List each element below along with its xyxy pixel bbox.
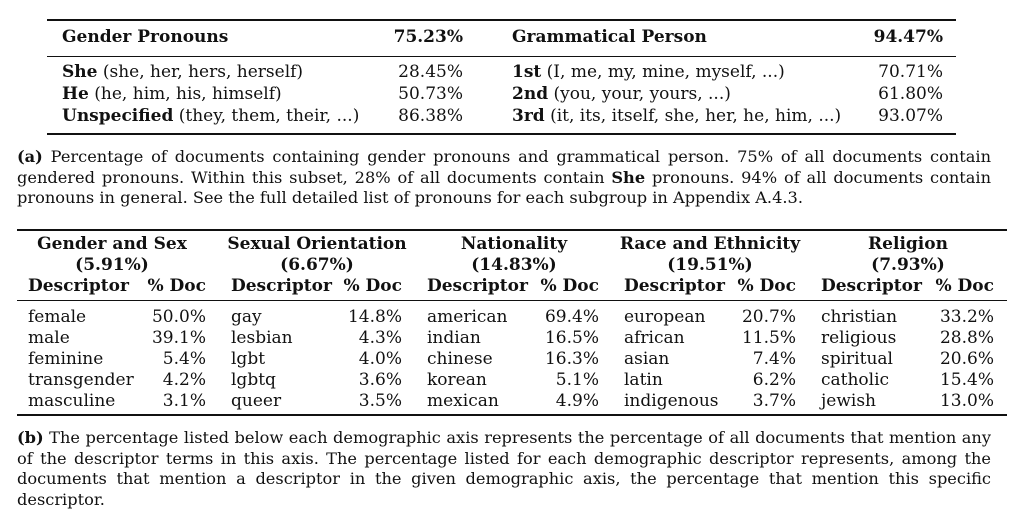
axis-pct: (5.91%) bbox=[75, 255, 149, 275]
descriptor-pct: 14.8% bbox=[347, 307, 402, 327]
gender-pronouns-header-pct: 75.23% bbox=[393, 27, 463, 47]
descriptor-pct: 50.0% bbox=[151, 307, 206, 327]
caption-a-label: (a) bbox=[17, 147, 43, 166]
descriptor-header: Descriptor bbox=[231, 276, 332, 296]
descriptor: indian bbox=[427, 328, 481, 348]
descriptor: korean bbox=[427, 370, 487, 390]
axis-name: Religion bbox=[868, 234, 948, 254]
pronoun-pct: 28.45% bbox=[398, 62, 463, 82]
descriptor-pct: 3.7% bbox=[752, 391, 796, 411]
descriptor-pct: 4.2% bbox=[162, 370, 206, 390]
descriptor: masculine bbox=[28, 391, 116, 411]
descriptor: chinese bbox=[427, 349, 493, 369]
table-a-header-rule bbox=[47, 56, 956, 57]
table-a-bottom-rule bbox=[47, 133, 956, 135]
pct-doc-header: % Doc bbox=[343, 276, 402, 296]
descriptor-pct: 33.2% bbox=[939, 307, 994, 327]
descriptor: catholic bbox=[821, 370, 890, 390]
descriptor-pct: 16.5% bbox=[544, 328, 599, 348]
descriptor-pct: 4.3% bbox=[358, 328, 402, 348]
axis-pct: (14.83%) bbox=[471, 255, 557, 275]
axis-pct: (7.93%) bbox=[871, 255, 945, 275]
axis-pct: (6.67%) bbox=[280, 255, 354, 275]
descriptor: female bbox=[28, 307, 87, 327]
descriptor: spiritual bbox=[821, 349, 893, 369]
caption-b: (b) The percentage listed below each dem… bbox=[17, 428, 991, 509]
descriptor: male bbox=[28, 328, 70, 348]
descriptor-pct: 20.6% bbox=[939, 349, 994, 369]
descriptor-header: Descriptor bbox=[28, 276, 129, 296]
descriptor: lesbian bbox=[231, 328, 293, 348]
pronoun-label: He (he, him, his, himself) bbox=[62, 84, 282, 104]
descriptor: christian bbox=[821, 307, 898, 327]
descriptor-pct: 20.7% bbox=[741, 307, 796, 327]
axis-name: Gender and Sex bbox=[37, 234, 187, 254]
descriptor-pct: 13.0% bbox=[939, 391, 994, 411]
descriptor: european bbox=[624, 307, 706, 327]
descriptor: feminine bbox=[28, 349, 104, 369]
descriptor-pct: 28.8% bbox=[939, 328, 994, 348]
descriptor: transgender bbox=[28, 370, 134, 390]
descriptor-pct: 3.5% bbox=[358, 391, 402, 411]
descriptor-pct: 69.4% bbox=[544, 307, 599, 327]
descriptor-pct: 16.3% bbox=[544, 349, 599, 369]
descriptor: gay bbox=[231, 307, 262, 327]
descriptor-header: Descriptor bbox=[427, 276, 528, 296]
descriptor-pct: 4.9% bbox=[555, 391, 599, 411]
descriptor: latin bbox=[624, 370, 663, 390]
descriptor: lgbtq bbox=[231, 370, 276, 390]
table-b-bottom-rule bbox=[17, 414, 1007, 416]
descriptor: lgbt bbox=[231, 349, 266, 369]
person-pct: 93.07% bbox=[878, 106, 943, 126]
descriptor-pct: 4.0% bbox=[358, 349, 402, 369]
descriptor-pct: 3.1% bbox=[162, 391, 206, 411]
descriptor: mexican bbox=[427, 391, 499, 411]
descriptor-pct: 5.4% bbox=[162, 349, 206, 369]
descriptor: queer bbox=[231, 391, 282, 411]
grammatical-person-header-pct: 94.47% bbox=[873, 27, 943, 47]
person-pct: 61.80% bbox=[878, 84, 943, 104]
axis-name: Sexual Orientation bbox=[227, 234, 407, 254]
table-b-header-rule bbox=[17, 300, 1007, 301]
descriptor-pct: 3.6% bbox=[358, 370, 402, 390]
axis-name: Race and Ethnicity bbox=[619, 234, 801, 254]
caption-b-label: (b) bbox=[17, 428, 44, 447]
descriptor-pct: 15.4% bbox=[939, 370, 994, 390]
descriptor-pct: 5.1% bbox=[555, 370, 599, 390]
gender-pronouns-header: Gender Pronouns bbox=[62, 27, 229, 47]
person-label: 1st (I, me, my, mine, myself, ...) bbox=[512, 62, 785, 82]
axis-name: Nationality bbox=[460, 234, 568, 254]
descriptor: american bbox=[427, 307, 508, 327]
caption-a: (a) Percentage of documents containing g… bbox=[17, 147, 991, 207]
pct-doc-header: % Doc bbox=[737, 276, 796, 296]
pronoun-pct: 50.73% bbox=[398, 84, 463, 104]
descriptor-pct: 6.2% bbox=[752, 370, 796, 390]
descriptor: african bbox=[624, 328, 685, 348]
table-b-top-rule bbox=[17, 229, 1007, 231]
descriptor: indigenous bbox=[624, 391, 719, 411]
descriptor-header: Descriptor bbox=[624, 276, 725, 296]
grammatical-person-header: Grammatical Person bbox=[512, 27, 707, 47]
descriptor: jewish bbox=[821, 391, 876, 411]
person-label: 3rd (it, its, itself, she, her, he, him,… bbox=[512, 106, 842, 126]
pronoun-label: She (she, her, hers, herself) bbox=[62, 62, 304, 82]
descriptor-pct: 39.1% bbox=[151, 328, 206, 348]
descriptor: asian bbox=[624, 349, 670, 369]
pct-doc-header: % Doc bbox=[935, 276, 994, 296]
person-pct: 70.71% bbox=[878, 62, 943, 82]
descriptor-header: Descriptor bbox=[821, 276, 922, 296]
pct-doc-header: % Doc bbox=[147, 276, 206, 296]
person-label: 2nd (you, your, yours, ...) bbox=[512, 84, 731, 104]
pronoun-pct: 86.38% bbox=[398, 106, 463, 126]
descriptor-pct: 7.4% bbox=[752, 349, 796, 369]
pct-doc-header: % Doc bbox=[540, 276, 599, 296]
table-a-top-rule bbox=[47, 19, 956, 21]
axis-pct: (19.51%) bbox=[667, 255, 753, 275]
descriptor-pct: 11.5% bbox=[741, 328, 796, 348]
descriptor: religious bbox=[821, 328, 897, 348]
pronoun-label: Unspecified (they, them, their, ...) bbox=[62, 106, 360, 126]
